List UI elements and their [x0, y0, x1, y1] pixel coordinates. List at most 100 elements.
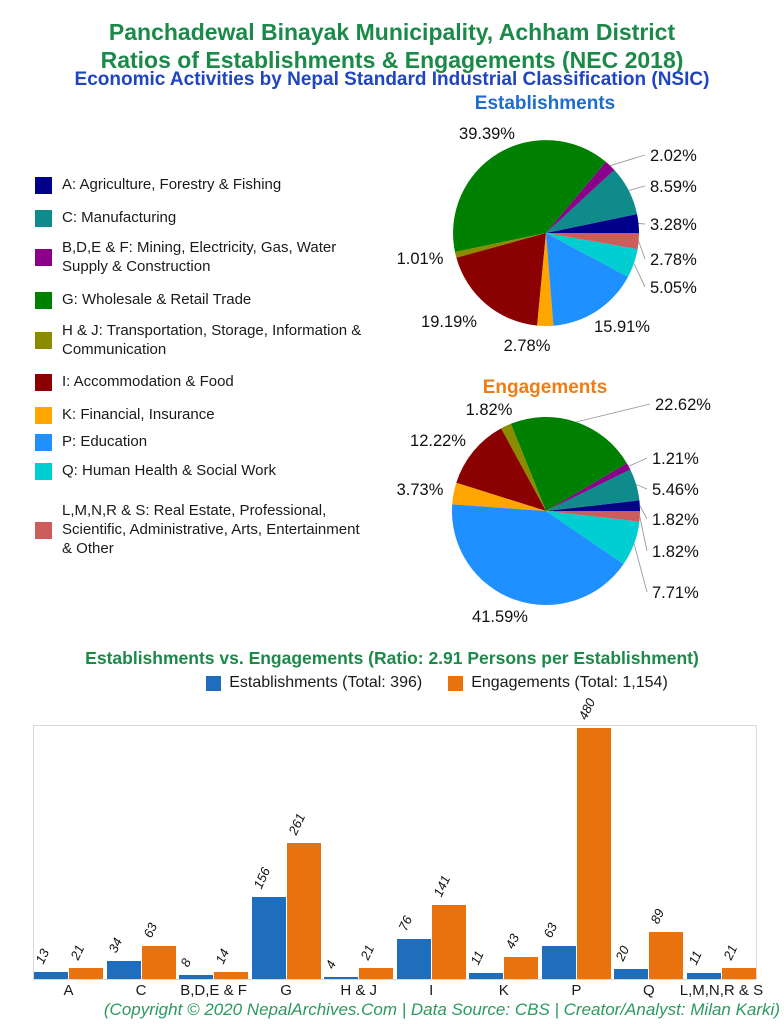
bar-chart-title: Establishments vs. Engagements (Ratio: 2…	[85, 648, 699, 668]
bar-category-label: H & J	[340, 982, 378, 999]
pie-percentage-label: 2.78%	[650, 251, 697, 269]
bar-value-label: 21	[67, 942, 88, 962]
legend-color-swatch	[35, 373, 52, 391]
engagements-swatch	[448, 675, 464, 691]
title-line2: Ratios of Establishments & Engagements (…	[100, 47, 684, 74]
legend-item-BDEF: B,D,E & F: Mining, Electricity, Gas, Wat…	[35, 239, 362, 277]
legend-label: L,M,N,R & S: Real Estate, Professional, …	[62, 502, 360, 557]
engagements-bar	[141, 946, 176, 979]
establishments-bar	[34, 972, 68, 979]
pie-slice-A	[546, 500, 640, 511]
pie-slice-C	[546, 169, 637, 233]
bar-value-label: 13	[32, 946, 53, 966]
pie-slice-G	[510, 416, 627, 511]
pie-percentage-label: 3.73%	[397, 481, 444, 499]
bar-category-label: B,D,E & F	[180, 982, 247, 999]
pie-percentage-label: 2.78%	[504, 337, 551, 355]
legend-item-A: A: Agriculture, Forestry & Fishing	[35, 176, 362, 195]
pie-title-engagements: Engagements	[482, 377, 608, 398]
engagements-bar	[69, 968, 103, 979]
legend-color-swatch	[35, 249, 52, 267]
bar-value-label: 76	[395, 913, 415, 933]
bar-category-label: I	[429, 982, 434, 999]
bar-group-G: 156 261 G	[250, 726, 321, 999]
bar-legend-label-engagements: Engagements (Total: 1,154)	[471, 674, 668, 691]
pie-percentage-label: 39.39%	[459, 125, 515, 143]
bar-group-P: 63 480 P	[540, 696, 611, 999]
pie-leader-line	[633, 263, 646, 288]
pie-percentage-label: 1.82%	[466, 401, 513, 419]
pie-percentage-label: 1.21%	[652, 450, 699, 468]
legend-color-swatch	[35, 406, 52, 424]
bar-value-label: 480	[575, 695, 599, 722]
engagements-bar	[649, 932, 684, 979]
bar-value-label: 21	[720, 942, 741, 962]
bar-category-label: Q	[643, 982, 655, 999]
establishments-bar	[396, 939, 431, 979]
establishments-bar	[251, 897, 286, 979]
pie-title-establishments: Establishments	[474, 93, 616, 114]
page-subtitle: Economic Activities by Nepal Standard In…	[74, 69, 710, 90]
bar-legend-label-establishments: Establishments (Total: 396)	[229, 674, 423, 691]
pie-percentage-label: 1.01%	[397, 250, 444, 268]
engagements-bar	[576, 728, 611, 979]
legend-item-G: G: Wholesale & Retail Trade	[35, 291, 362, 310]
bar-value-label: 141	[430, 872, 453, 899]
bar-chart-legend: Establishments (Total: 396) Engagements …	[0, 674, 784, 692]
bar-value-label: 21	[357, 942, 378, 962]
legend-label: B,D,E & F: Mining, Electricity, Gas, Wat…	[62, 239, 337, 275]
pie-percentage-label: 1.82%	[652, 511, 699, 529]
legend-item-C: C: Manufacturing	[35, 209, 362, 228]
bar-value-label: 8	[177, 956, 195, 969]
establishments-bar	[686, 973, 721, 979]
pie-slice-BDEF	[546, 463, 631, 511]
bar-value-label: 63	[540, 920, 560, 940]
pie-leader-line	[628, 185, 646, 191]
pie-leader-line	[628, 457, 648, 467]
bar-group-Q: 20 89 Q	[613, 726, 684, 999]
pie-slice-BDEF	[546, 161, 615, 233]
legend-color-swatch	[35, 176, 52, 194]
establishments-bar	[324, 977, 359, 979]
legend-item-I: I: Accommodation & Food	[35, 373, 362, 392]
bar-legend-item-engagements: Engagements (Total: 1,154)	[448, 674, 668, 692]
bar-group-L,M,N,R & S: 11 21 L,M,N,R & S	[680, 726, 763, 999]
bar-group-C: 34 63 C	[105, 726, 176, 999]
pie-slice-P	[451, 504, 624, 605]
pie-leader-line	[576, 403, 651, 423]
pie-percentage-label: 41.59%	[472, 608, 528, 626]
bar-category-label: G	[280, 982, 292, 999]
legend-color-swatch	[35, 521, 52, 539]
pie-percentage-label: 3.28%	[650, 216, 697, 234]
copyright-footer: (Copyright © 2020 NepalArchives.Com | Da…	[103, 1000, 780, 1019]
legend-color-swatch	[35, 433, 52, 451]
pie-slice-K	[537, 233, 554, 327]
bar-value-label: 43	[502, 931, 523, 951]
bar-category-label: A	[63, 982, 74, 999]
category-legend: A: Agriculture, Forestry & Fishing C: Man…	[35, 0, 370, 600]
legend-label: H & J: Transportation, Storage, Informat…	[62, 322, 362, 358]
establishments-swatch	[206, 675, 222, 691]
engagements-bar	[286, 843, 321, 979]
pie-slice-HJ	[501, 423, 546, 511]
pie-slice-LMNRS	[546, 233, 640, 250]
establishments-bar	[469, 973, 504, 979]
bar-value-label: 261	[285, 810, 308, 837]
engagements-bar	[359, 968, 394, 979]
bar-legend-item-establishments: Establishments (Total: 396)	[206, 674, 422, 692]
pie-percentage-label: 8.59%	[650, 178, 697, 196]
legend-color-swatch	[35, 291, 52, 309]
pie-charts-svg: 3.28% 8.59% 2.02% 39.39% 1.01% 19.19% 2.78% 15.…	[397, 125, 712, 626]
bar-category-label: K	[498, 982, 509, 999]
bar-category-label: C	[135, 982, 147, 999]
pie-percentage-label: 15.91%	[594, 318, 650, 336]
pie-slice-K	[452, 482, 546, 511]
bar-category-label: P	[571, 982, 582, 999]
legend-item-HJ: H & J: Transportation, Storage, Informat…	[35, 322, 362, 360]
pie-slice-P	[546, 233, 628, 326]
legend-label: I: Accommodation & Food	[62, 373, 234, 390]
legend-item-LMNRS: L,M,N,R & S: Real Estate, Professional, …	[35, 502, 362, 558]
engagements-bar	[214, 972, 249, 979]
bar-value-label: 11	[685, 948, 705, 967]
bar-group-A: 13 21 A	[32, 726, 103, 999]
